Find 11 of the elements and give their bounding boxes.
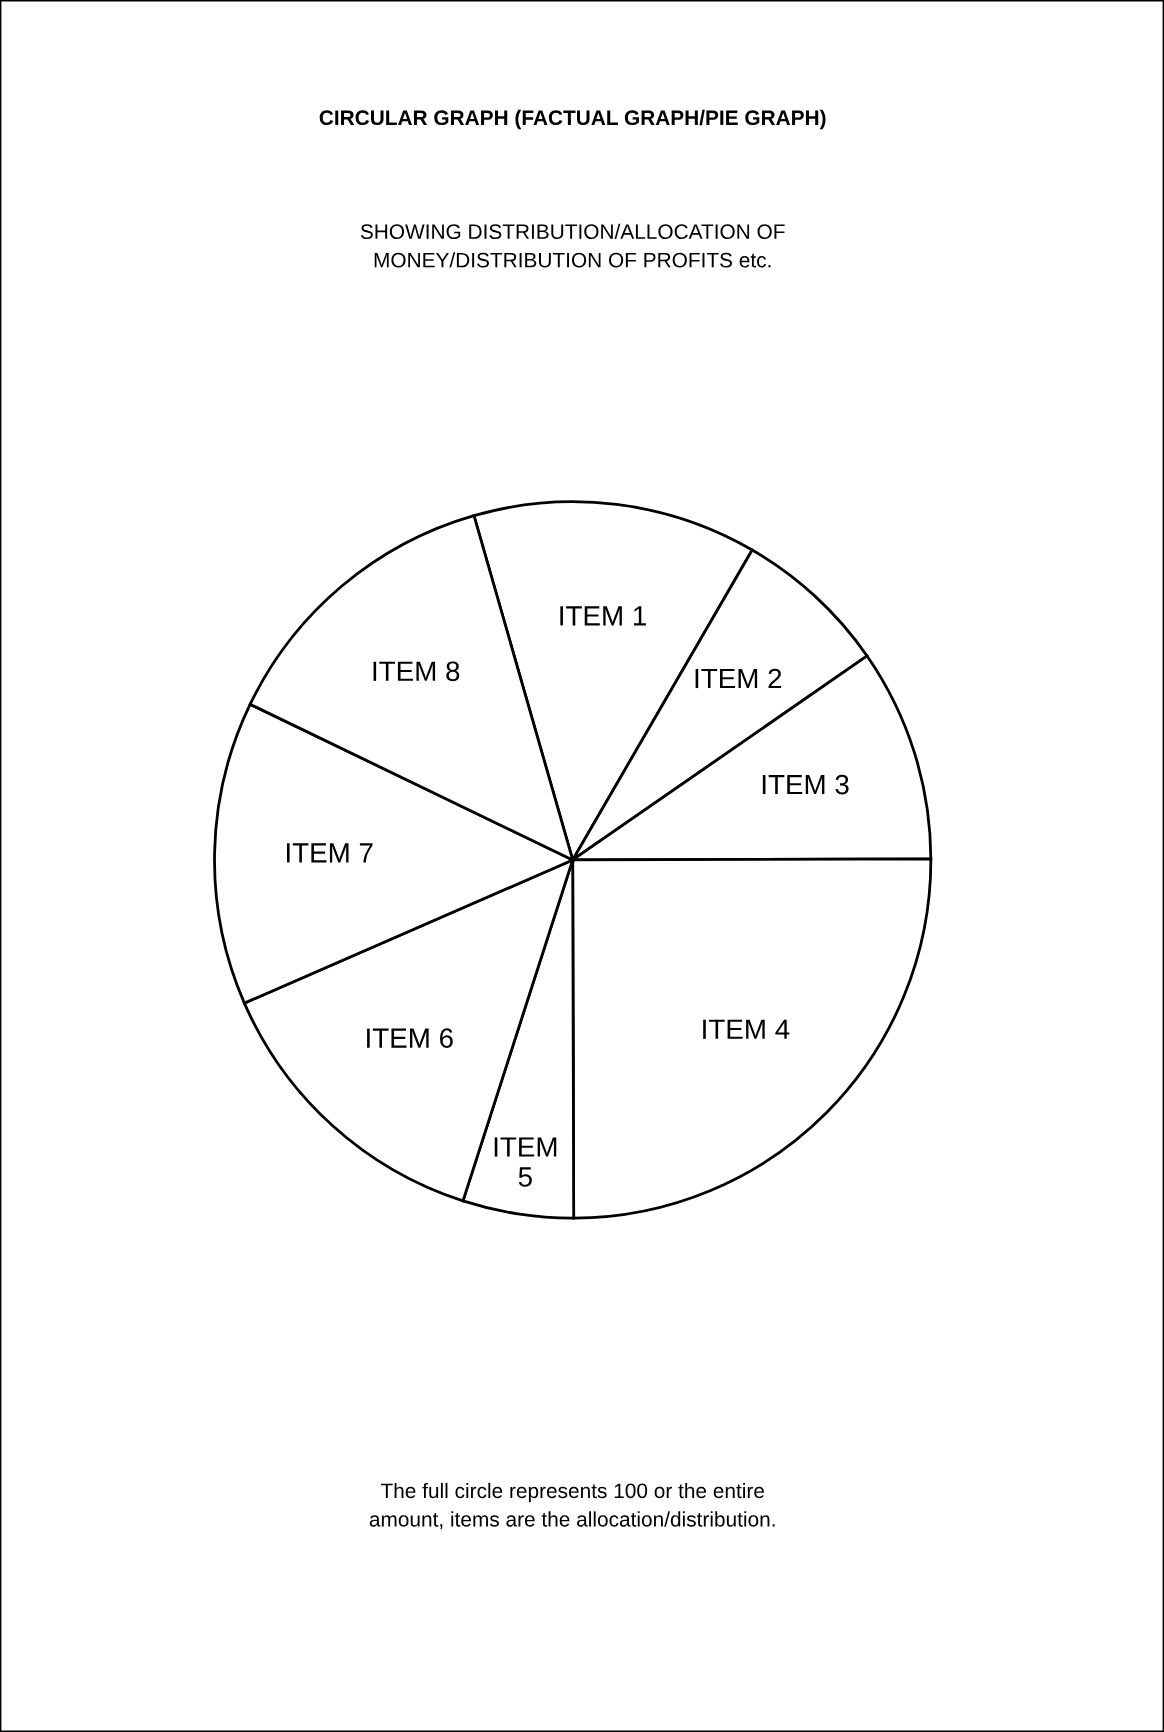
slice-label: ITEM 2 (695, 668, 782, 689)
text: The full circle represents 100 or the entire amount, items are the allocation/distribution. (369, 1482, 775, 1530)
slice-label: ITEM 7 (286, 843, 373, 863)
slice-label: ITEM 5 (494, 1137, 557, 1187)
slice-label: ITEM 1 (560, 606, 646, 626)
chart-title: CIRCULAR GRAPH (FACTUAL GRAPH/PIE GRAPH) (319, 109, 826, 130)
slice-label: ITEM 6 (367, 1028, 453, 1048)
slice-label: ITEM 8 (373, 661, 460, 682)
chart-subtitle: SHOWING DISTRIBUTION/ALLOCATION OF MONEY/DISTRIBUTION OF PROFITS etc. (360, 223, 785, 268)
slice-label: ITEM 3 (762, 774, 849, 795)
slice-label: ITEM 4 (703, 1019, 790, 1039)
